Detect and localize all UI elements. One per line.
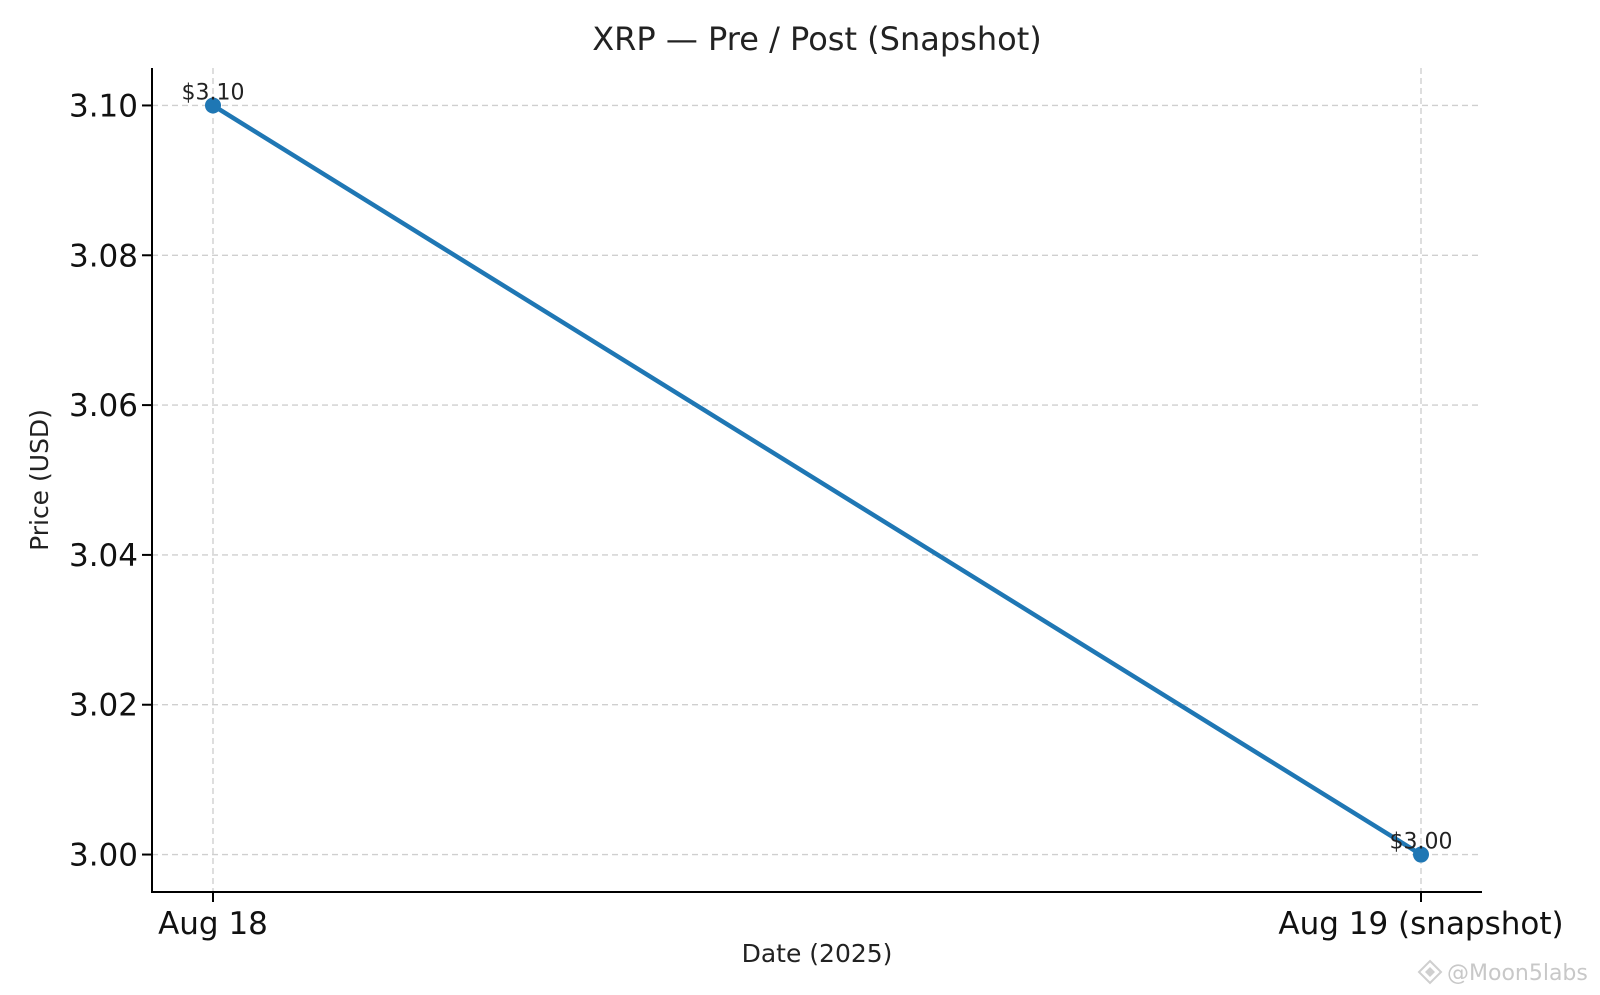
- y-tick-label: 3.04: [69, 538, 138, 574]
- axes: 3.00 3.02 3.04 3.06 3.08 3.10 Aug 18 Aug 19 (sn…: [69, 68, 1564, 942]
- watermark-logo-icon: [1417, 959, 1443, 985]
- series-layer: [205, 97, 1429, 863]
- y-axis-label: Price (USD): [25, 409, 54, 551]
- chart-title: XRP — Pre / Post (Snapshot): [592, 20, 1041, 58]
- data-labels: $3.10 $3.00: [182, 80, 1453, 854]
- x-tick-label: Aug 18: [158, 906, 268, 942]
- y-tick-label: 3.00: [69, 838, 138, 874]
- series-line: [210, 103, 1424, 857]
- axis-spines: [151, 68, 1482, 893]
- y-tick-label: 3.06: [69, 388, 138, 424]
- x-axis-label: Date (2025): [742, 939, 893, 968]
- data-label: $3.00: [1390, 830, 1453, 855]
- y-tick-label: 3.10: [69, 88, 138, 124]
- y-tick-label: 3.08: [69, 238, 138, 274]
- grid: [152, 68, 1482, 892]
- data-point: [1413, 846, 1429, 863]
- y-tick-label: 3.02: [69, 688, 138, 724]
- watermark-text: @Moon5labs: [1447, 961, 1588, 986]
- data-label: $3.10: [182, 80, 245, 105]
- data-point: [205, 97, 221, 114]
- x-tick-label: Aug 19 (snapshot): [1278, 906, 1563, 942]
- watermark: @Moon5labs: [1417, 959, 1588, 986]
